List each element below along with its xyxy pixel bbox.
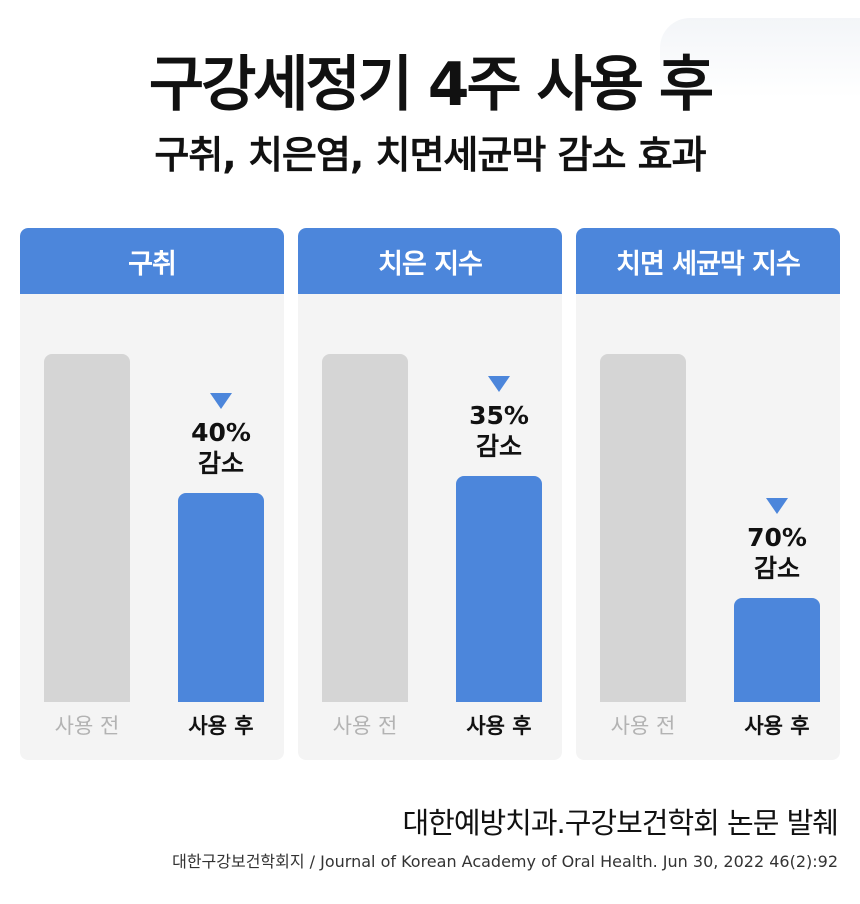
reduction-percent: 35% bbox=[469, 400, 529, 430]
source-text: 대한예방치과.구강보건학회 논문 발췌 bbox=[402, 806, 839, 840]
x-label-before: 사용 전 bbox=[54, 714, 120, 738]
source-citation: 대한구강보건학회지 / Journal of Korean Academy of… bbox=[172, 852, 838, 871]
chart-title: 구강세정기 4주 사용 후 bbox=[148, 50, 714, 120]
bar-after bbox=[456, 475, 542, 702]
bar-before bbox=[322, 354, 408, 702]
reduction-label: 35% 감소 bbox=[440, 375, 558, 462]
reduction-text: 감소 bbox=[753, 553, 800, 583]
reduction-percent: 70% bbox=[747, 522, 807, 552]
x-label-before: 사용 전 bbox=[332, 714, 398, 738]
reduction-text: 감소 bbox=[197, 449, 244, 479]
panel-bad-breath: 구취 40% 감소 사용 전 사용 후 bbox=[20, 228, 284, 760]
bar-before bbox=[44, 354, 130, 702]
panel-gingival-index: 치은 지수 35% 감소 사용 전 사용 후 bbox=[298, 228, 562, 760]
reduction-label: 40% 감소 bbox=[162, 393, 280, 479]
bar-before bbox=[600, 354, 686, 702]
reduction-label: 70% 감소 bbox=[718, 497, 836, 584]
chart-panels: 구취 40% 감소 사용 전 사용 후 치은 지수 35% 감소 사용 전 사용… bbox=[20, 228, 840, 760]
panel-header: 치면 세균막 지수 bbox=[576, 228, 840, 294]
decorative-corner-shape bbox=[660, 18, 860, 98]
panel-plaque-index: 치면 세균막 지수 70% 감소 사용 전 사용 후 bbox=[576, 228, 840, 760]
reduction-text: 감소 bbox=[475, 431, 522, 461]
down-triangle-icon bbox=[210, 393, 232, 410]
down-triangle-icon bbox=[488, 375, 510, 392]
x-label-after: 사용 후 bbox=[744, 714, 810, 738]
panel-header: 구취 bbox=[20, 228, 284, 294]
bar-after bbox=[734, 597, 820, 702]
x-label-after: 사용 후 bbox=[188, 714, 254, 738]
reduction-percent: 40% bbox=[191, 418, 251, 448]
chart-subtitle: 구취, 치은염, 치면세균막 감소 효과 bbox=[154, 133, 706, 177]
x-label-before: 사용 전 bbox=[610, 714, 676, 738]
panel-header: 치은 지수 bbox=[298, 228, 562, 294]
down-triangle-icon bbox=[766, 497, 788, 514]
bar-after bbox=[178, 493, 264, 702]
x-label-after: 사용 후 bbox=[466, 714, 532, 738]
